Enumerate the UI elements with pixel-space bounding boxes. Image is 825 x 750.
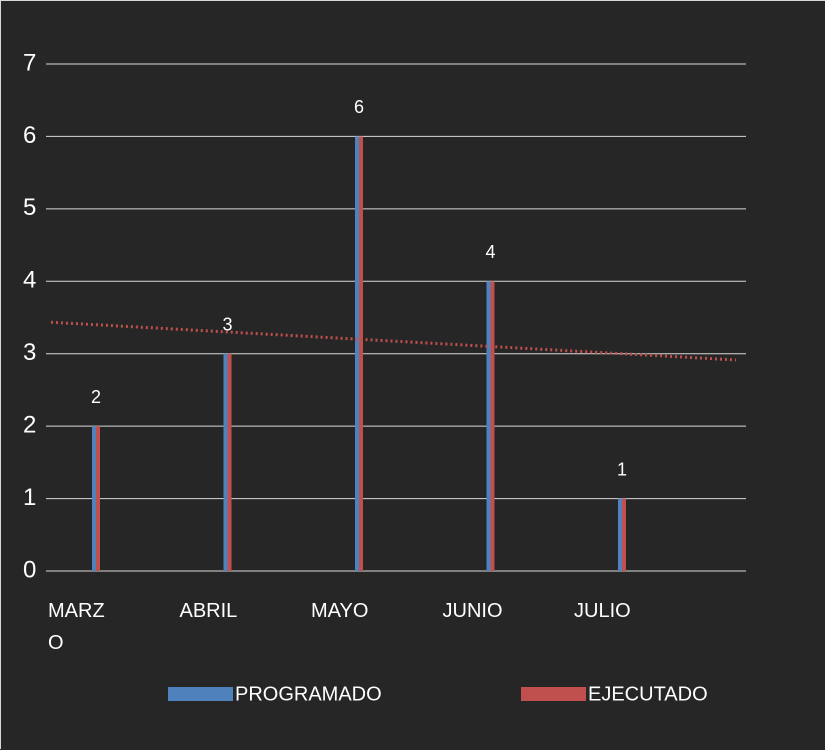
bar — [486, 281, 491, 571]
legend-swatch — [168, 687, 233, 701]
x-tick-label: JUNIO — [442, 600, 503, 622]
y-tick-label: 4 — [23, 267, 36, 294]
bar — [618, 498, 622, 571]
x-tick-label: MAYO — [311, 600, 369, 622]
y-tick-label: 0 — [23, 556, 36, 583]
data-label: 4 — [485, 242, 495, 262]
bar — [359, 136, 363, 571]
y-tick-label: 6 — [23, 122, 36, 149]
legend-label: EJECUTADO — [588, 683, 708, 705]
trendline — [50, 320, 737, 362]
legend-swatch — [521, 687, 586, 701]
x-tick-label: JULIO — [574, 600, 631, 622]
bar — [490, 281, 495, 571]
data-label: 3 — [222, 314, 232, 334]
y-tick-label: 2 — [23, 411, 36, 438]
legend-label: PROGRAMADO — [235, 683, 382, 705]
y-tick-label: 7 — [23, 49, 36, 76]
y-tick-label: 1 — [23, 484, 36, 511]
x-tick-label: ABRIL — [179, 600, 238, 622]
data-label: 2 — [91, 387, 101, 407]
bar — [96, 426, 100, 571]
data-label: 1 — [617, 459, 627, 479]
bar — [92, 426, 96, 571]
y-tick-label: 5 — [23, 194, 36, 221]
bar — [223, 353, 228, 571]
x-tick-label: MARZO — [48, 600, 105, 654]
bar — [355, 136, 359, 571]
data-label: 6 — [354, 97, 364, 117]
bar — [622, 498, 626, 571]
bar — [227, 353, 232, 571]
y-tick-label: 3 — [23, 339, 36, 366]
